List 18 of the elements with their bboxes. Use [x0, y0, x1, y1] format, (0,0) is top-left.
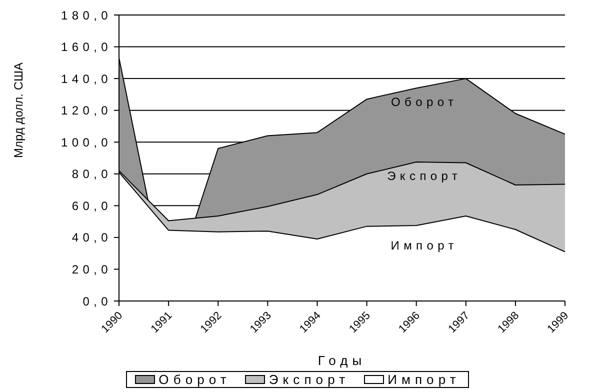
y-axis-title: Млрд долл. США	[11, 62, 26, 158]
y-tick-label: 100,0	[60, 135, 112, 150]
x-axis-title: Годы	[318, 353, 366, 368]
y-tick-label: 20,0	[72, 262, 112, 276]
legend-label: Экспорт	[268, 372, 350, 387]
y-tick-label: 0,0	[82, 294, 112, 308]
y-tick-label: 60,0	[72, 198, 112, 213]
text: Экспорт	[387, 168, 462, 183]
y-tick-label: 40,0	[72, 230, 112, 245]
y-tick-label: 120,0	[60, 104, 112, 118]
legend-label: Импорт	[386, 372, 460, 387]
y-tick-label: 180,0	[60, 8, 112, 22]
legend-label: Оборот	[158, 372, 231, 387]
text: Импорт	[390, 238, 458, 253]
y-tick-label: 80,0	[72, 167, 112, 182]
y-tick-label: 140,0	[60, 72, 112, 86]
y-tick-label: 160,0	[60, 40, 112, 54]
text: Оборот	[390, 95, 458, 110]
